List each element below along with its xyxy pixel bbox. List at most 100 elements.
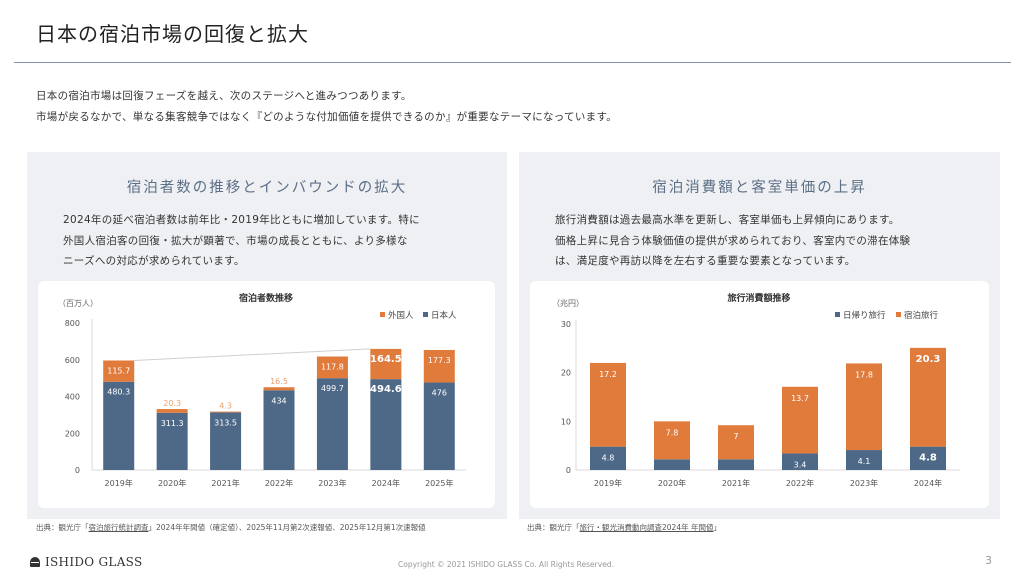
- y-tick-label: 20: [561, 369, 571, 378]
- bar-segment-bottom: [423, 382, 455, 470]
- y-tick-label: 400: [65, 393, 80, 402]
- logo-text: ISHIDO GLASS: [45, 555, 143, 569]
- bar-segment-bottom: [910, 446, 946, 470]
- chart-title: 旅行消費額推移: [727, 292, 790, 304]
- travel-spending-panel: 宿泊消費額と客室単価の上昇 旅行消費額は過去最高水準を更新し、客室単価も上昇傾向…: [519, 152, 1000, 519]
- y-tick-label: 0: [566, 466, 571, 475]
- bar-segment-top: [210, 411, 242, 413]
- y-tick-label: 10: [561, 417, 571, 426]
- source-suffix: 」: [713, 523, 721, 532]
- data-label: 480.3: [107, 388, 130, 397]
- spending-chart: 旅行消費額推移 （兆円） 0 10 20 30 日帰り旅行 宿泊旅行 4.8 17.2 2019年 2…: [552, 292, 960, 488]
- source-suffix: 」2024年年間値（確定値）、2025年11月第2次速報値、2025年12月第1…: [148, 523, 426, 532]
- data-label: 4.8: [602, 454, 615, 463]
- y-tick-label: 30: [561, 320, 571, 329]
- source-link-accommodation-survey[interactable]: 宿泊旅行統計調査: [88, 523, 149, 532]
- description-line: 価格上昇に見合う体験価値の提供が求められており、客室内での滞在体験: [555, 234, 911, 247]
- bar-segment-top: [263, 387, 295, 391]
- bar-segment-bottom: [263, 390, 295, 470]
- data-label: 164.5: [370, 354, 402, 365]
- data-label: 499.7: [321, 384, 344, 393]
- panel-title: 宿泊消費額と客室単価の上昇: [652, 180, 867, 196]
- description-line: 旅行消費額は過去最高水準を更新し、客室単価も上昇傾向にあります。: [555, 214, 900, 226]
- page-title: 日本の宿泊市場の回復と拡大: [36, 22, 309, 46]
- data-label: 311.3: [161, 419, 184, 428]
- legend-label: 外国人: [388, 310, 414, 321]
- bar-segment-bottom: [370, 379, 402, 470]
- data-label: 4.3: [219, 402, 232, 411]
- data-label: 434: [271, 396, 286, 405]
- intro-line-1: 日本の宿泊市場は回復フェーズを越え、次のステージへと進みつつあります。: [36, 90, 412, 102]
- legend-label: 日帰り旅行: [843, 310, 886, 321]
- bar-segment-top: [103, 360, 135, 382]
- legend-swatch-a: [423, 312, 428, 317]
- data-label: 20.3: [916, 354, 941, 365]
- logo-mark-icon: [30, 557, 40, 567]
- bar-segment-top: [590, 362, 626, 447]
- right-source-note: 出典：観光庁「旅行・観光消費動向調査2024年 年間値」: [527, 522, 997, 533]
- data-label: 7.8: [666, 428, 679, 437]
- x-tick-label: 2022年: [265, 478, 293, 488]
- x-tick-label: 2024年: [372, 478, 400, 488]
- bar-segment-bottom: [156, 412, 188, 470]
- intro-line-2: 市場が戻るなかで、単なる集客競争ではなく『どのような付加価値を提供できるのか』が…: [36, 111, 617, 123]
- data-label: 177.3: [428, 356, 451, 365]
- x-tick-label: 2020年: [658, 478, 686, 488]
- panel-description: 旅行消費額は過去最高水準を更新し、客室単価も上昇傾向にあります。 価格上昇に見合…: [555, 210, 910, 272]
- bar-segment-bottom: [210, 412, 242, 470]
- left-source-note: 出典：観光庁「宿泊旅行統計調査」2024年年間値（確定値）、2025年11月第2…: [36, 522, 506, 533]
- data-label: 494.6: [370, 384, 402, 395]
- bar-segment-bottom: [103, 381, 135, 470]
- chart-card: 宿泊者数推移 （百万人） 0 200 400 600 800 外国人 日本人 480.3 115.7…: [38, 281, 495, 508]
- data-label: 4.1: [858, 457, 871, 466]
- chart-title: 宿泊者数推移: [239, 292, 293, 304]
- legend-swatch-a: [835, 312, 840, 317]
- bar-segment-bottom: [654, 459, 690, 470]
- x-tick-label: 2023年: [850, 478, 878, 488]
- panel-title: 宿泊者数の推移とインバウンドの拡大: [126, 180, 408, 196]
- source-link-travel-consumption-survey[interactable]: 旅行・観光消費動向調査2024年 年間値: [579, 523, 714, 532]
- legend-swatch-b: [896, 312, 901, 317]
- legend-swatch-b: [380, 312, 385, 317]
- data-label: 313.5: [214, 418, 237, 427]
- bar-segment-top: [782, 386, 818, 454]
- data-label: 20.3: [163, 399, 181, 408]
- bar-segment-bottom: [718, 459, 754, 470]
- bar-segment-bottom: [846, 450, 882, 470]
- source-prefix: 出典：観光庁「: [36, 523, 89, 532]
- copyright: Copyright © 2021 ISHIDO GLASS Co. All Ri…: [398, 560, 614, 569]
- bar-segment-top: [654, 421, 690, 460]
- data-label: 16.5: [270, 377, 288, 386]
- bar-segment-top: [370, 348, 402, 380]
- title-divider: [14, 62, 1011, 63]
- panel-description: 2024年の延べ宿泊者数は前年比・2019年比ともに増加しています。特に 外国人…: [63, 210, 420, 272]
- bar-segment-top: [718, 425, 754, 460]
- accommodation-guests-panel: 宿泊者数の推移とインバウンドの拡大 2024年の延べ宿泊者数は前年比・2019年…: [27, 152, 507, 519]
- x-tick-label: 2019年: [594, 478, 622, 488]
- x-tick-label: 2021年: [722, 478, 750, 488]
- page-number: 3: [985, 554, 992, 567]
- y-tick-label: 0: [75, 466, 80, 475]
- data-label: 115.7: [107, 366, 130, 375]
- data-label: 476: [432, 389, 447, 398]
- reference-line: [134, 348, 371, 361]
- guests-chart: 宿泊者数推移 （百万人） 0 200 400 600 800 外国人 日本人 480.3 115.7…: [58, 292, 466, 488]
- bar-segment-top: [846, 363, 882, 451]
- x-tick-label: 2019年: [105, 478, 133, 488]
- data-label: 7: [733, 432, 738, 441]
- bar-segment-top: [316, 356, 348, 379]
- x-tick-label: 2020年: [158, 478, 186, 488]
- y-tick-label: 600: [65, 356, 80, 365]
- legend-label: 日本人: [431, 310, 457, 321]
- company-logo: ISHIDO GLASS: [30, 555, 143, 569]
- x-tick-label: 2022年: [786, 478, 814, 488]
- x-tick-label: 2024年: [914, 478, 942, 488]
- chart-card: 旅行消費額推移 （兆円） 0 10 20 30 日帰り旅行 宿泊旅行 4.8 17.2 2019年 2…: [530, 281, 989, 508]
- y-axis-unit-label: （兆円）: [552, 298, 584, 308]
- x-tick-label: 2023年: [318, 478, 346, 488]
- data-label: 13.7: [791, 394, 809, 403]
- x-tick-label: 2021年: [211, 478, 239, 488]
- description-line: ニーズへの対応が求められています。: [63, 255, 245, 267]
- data-label: 3.4: [794, 460, 807, 469]
- data-label: 117.8: [321, 363, 344, 372]
